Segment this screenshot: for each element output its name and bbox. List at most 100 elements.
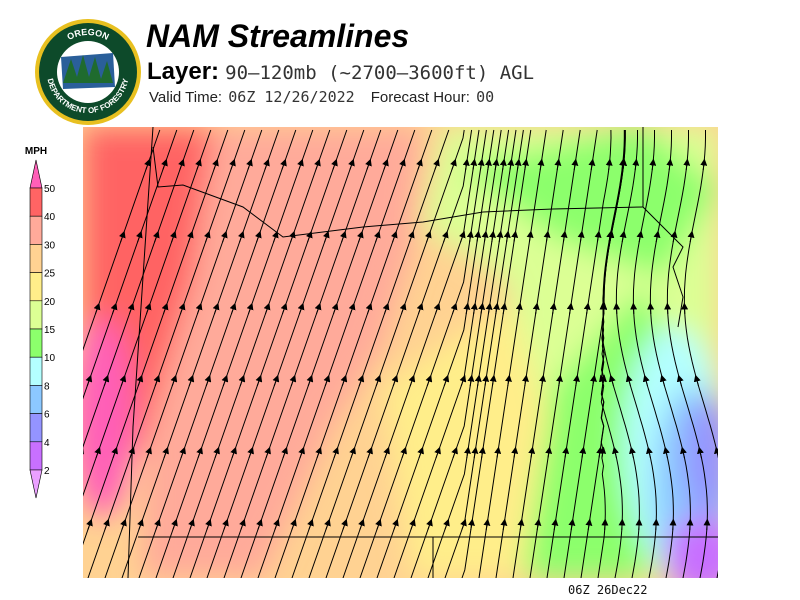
streamline-arrow <box>499 158 507 171</box>
streamline-arrow <box>663 446 670 459</box>
wind-speed-colorbar: MPH 50 40 30 25 20 15 10 8 6 4 2 <box>25 146 56 499</box>
streamline-arrow <box>162 446 169 459</box>
streamline-arrow <box>485 302 493 315</box>
streamline-arrow <box>496 230 504 243</box>
streamline-arrow <box>94 446 101 459</box>
streamline-arrow <box>494 446 502 459</box>
streamline-arrow <box>392 518 399 531</box>
streamline-arrow <box>646 446 653 459</box>
streamline-arrow <box>238 374 246 387</box>
streamline <box>512 129 581 578</box>
layer-info: Layer: 90–120mb (~2700–3600ft) AGL <box>147 58 534 86</box>
streamline-arrow <box>481 230 489 243</box>
streamline-arrow <box>598 374 606 387</box>
streamline-arrow <box>136 374 144 387</box>
streamline-arrow <box>568 518 576 531</box>
streamline-arrow <box>537 158 545 171</box>
streamline-arrow <box>612 446 619 459</box>
streamline-arrow <box>297 158 304 171</box>
colorbar-band <box>29 300 43 330</box>
streamline-arrow <box>288 230 296 243</box>
streamline <box>444 129 524 578</box>
streamline-arrow <box>230 446 237 459</box>
streamline-arrow <box>349 446 356 459</box>
streamline-arrow <box>534 518 542 531</box>
streamline-arrow <box>144 158 151 171</box>
forecast-label: Forecast Hour: <box>370 89 470 106</box>
streamline-arrow <box>289 374 297 387</box>
streamline <box>325 129 473 578</box>
streamline-arrow <box>619 158 627 171</box>
colorbar-tick-label: 4 <box>44 438 50 449</box>
colorbar-tick-label: 20 <box>44 297 56 308</box>
streamline <box>121 129 280 578</box>
streamline-arrow <box>460 518 467 531</box>
streamline <box>495 129 564 578</box>
streamline <box>83 129 229 546</box>
streamline-arrow <box>599 446 607 459</box>
streamline-arrow <box>144 302 152 315</box>
streamline-arrow <box>653 230 661 243</box>
page-title: NAM Streamlines <box>146 18 410 54</box>
streamline-arrow <box>522 374 529 387</box>
streamline-arrow <box>515 302 523 315</box>
streamline-arrow <box>127 302 135 315</box>
streamline <box>138 129 297 578</box>
streamline-arrow <box>489 230 496 243</box>
streamline-arrow <box>93 302 101 315</box>
colorbar-tick-label: 8 <box>44 381 50 392</box>
streamline-arrow <box>297 302 305 315</box>
streamline-arrow <box>577 230 585 243</box>
streamline-arrow <box>375 518 382 531</box>
streamline-arrow <box>263 302 271 315</box>
streamline <box>83 129 161 351</box>
streamline-arrow <box>390 230 398 243</box>
streamline-arrow <box>505 374 512 387</box>
streamline <box>240 129 399 578</box>
streamline <box>83 129 195 449</box>
streamline-arrow <box>229 158 236 171</box>
colorbar-bottom-triangle <box>29 469 43 499</box>
streamline-arrow <box>306 374 314 387</box>
colorbar-tick-label: 50 <box>44 184 56 195</box>
streamline-arrow <box>551 518 559 531</box>
streamline-arrow <box>273 518 280 531</box>
streamline-arrow <box>170 374 178 387</box>
streamline-arrow <box>493 302 500 315</box>
streamline-arrow <box>408 374 416 387</box>
layer-value: 90–120mb (~2700–3600ft) AGL <box>225 62 535 84</box>
streamline <box>155 129 314 578</box>
streamline-arrow <box>517 518 525 531</box>
streamline <box>359 129 487 578</box>
streamline-arrow <box>264 446 271 459</box>
streamline-arrow <box>463 302 471 315</box>
streamline-arrow <box>186 230 194 243</box>
streamline-arrow <box>683 158 691 171</box>
oregon-department-of-forestry-logo: OREGON DEPARTMENT OF FORESTRY <box>35 19 141 125</box>
layer-label: Layer: <box>147 58 220 85</box>
streamline-arrow <box>358 518 365 531</box>
streamline-arrow <box>332 446 339 459</box>
forecast-value: 00 <box>476 88 495 106</box>
streamline-arrow <box>619 230 627 243</box>
streamline-arrow <box>280 302 288 315</box>
streamline-arrow <box>511 230 519 243</box>
valid-value: 06Z 12/26/2022 <box>228 88 355 106</box>
colorbar-tick-label: 2 <box>44 466 50 477</box>
streamline-arrow <box>459 374 467 387</box>
streamline-arrow <box>687 230 695 243</box>
streamline-arrow <box>246 158 253 171</box>
streamline-arrow <box>625 374 633 387</box>
streamline <box>529 129 598 578</box>
streamline-arrow <box>179 446 186 459</box>
streamline-arrow <box>280 158 287 171</box>
colorbar-tick-label: 30 <box>44 240 56 251</box>
streamline-arrow <box>482 374 490 387</box>
colorbar-top-triangle <box>29 159 43 189</box>
streamline-arrow <box>263 158 270 171</box>
streamline-arrow <box>426 518 433 531</box>
streamline-arrow <box>477 158 485 171</box>
colorbar-band <box>29 441 43 471</box>
colorbar-tick-label: 40 <box>44 212 56 223</box>
streamline-arrow <box>246 302 254 315</box>
